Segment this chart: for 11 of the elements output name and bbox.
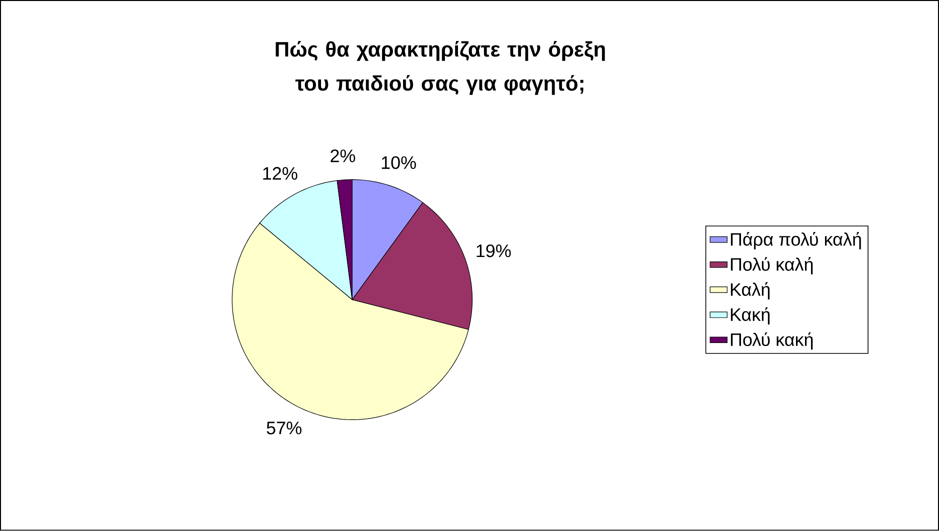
- chart-title: Πώς θα χαρακτηρίζατε την όρεξη του παιδιού σας για φαγητό;: [276, 41, 605, 96]
- data-label: 19%: [476, 244, 511, 258]
- data-label: 12%: [263, 167, 298, 180]
- data-label: 57%: [266, 422, 302, 434]
- legend-label: Κακή: [730, 307, 770, 325]
- data-label: 10%: [382, 156, 416, 170]
- legend-label: Πάρα πολύ καλή: [730, 232, 861, 250]
- legend-label: Πολύ κακή: [730, 332, 813, 350]
- legend-label: Πολύ καλή: [730, 257, 813, 275]
- data-label: 2%: [330, 150, 356, 162]
- legend-label: Καλή: [730, 282, 770, 300]
